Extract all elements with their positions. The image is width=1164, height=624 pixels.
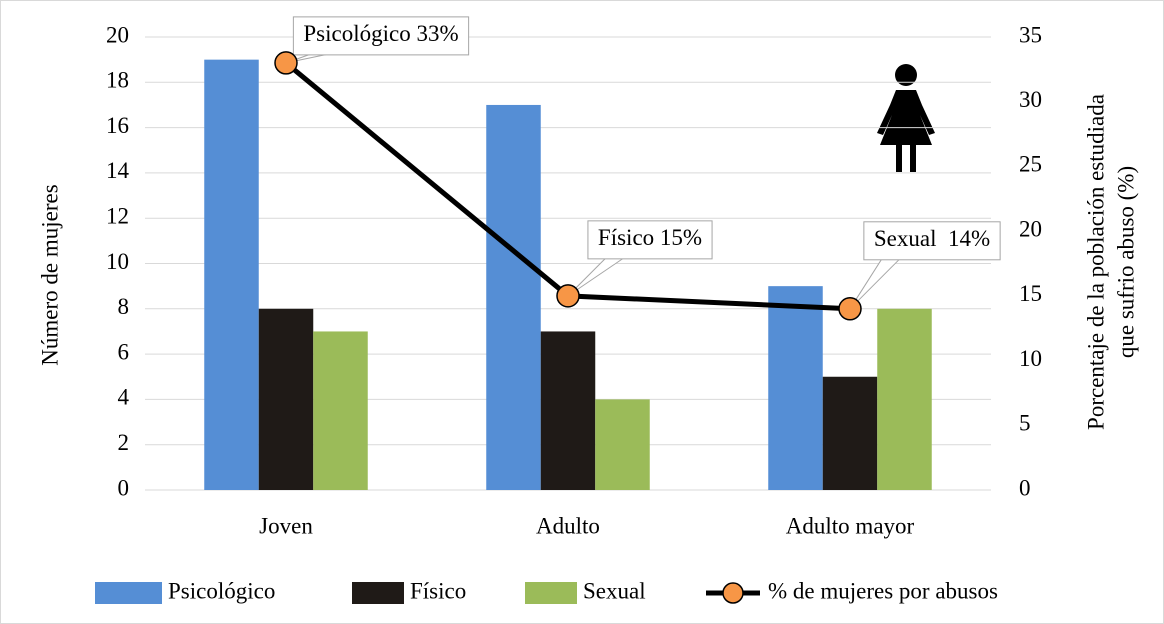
data-label: Sexual 14%: [874, 226, 990, 251]
y2-tick-label: 35: [1019, 22, 1042, 47]
y-tick-label: 12: [106, 203, 129, 228]
line-marker: [556, 284, 580, 308]
callout-box: [863, 221, 1001, 261]
line-marker: [274, 51, 298, 75]
bar: [822, 376, 878, 490]
bar: [768, 286, 823, 490]
y-tick-label: 16: [106, 113, 129, 138]
legend-swatch: [95, 582, 162, 604]
y-axis-label: Número de mujeres: [37, 184, 62, 365]
y2-tick-label: 15: [1019, 281, 1042, 306]
bar: [540, 331, 596, 490]
legend-label: Sexual: [583, 578, 646, 603]
y-tick-label: 18: [106, 68, 129, 93]
y2-tick-label: 20: [1019, 216, 1042, 241]
callout-box: [587, 220, 713, 260]
bar: [204, 59, 259, 491]
x-tick-label: Adulto mayor: [786, 513, 915, 538]
bar: [877, 308, 932, 490]
legend-label: % de mujeres por abusos: [768, 578, 998, 603]
callout-box: [292, 16, 470, 56]
woman-icon: [877, 64, 935, 172]
y-tick-label: 6: [118, 339, 130, 364]
x-tick-label: Adulto: [536, 513, 600, 538]
legend-marker: [722, 582, 744, 604]
legend-swatch: [525, 582, 577, 604]
y-tick-label: 10: [106, 249, 129, 274]
y2-tick-label: 30: [1019, 87, 1042, 112]
bar: [595, 399, 650, 490]
data-label: Psicológico 33%: [303, 21, 458, 46]
y-tick-label: 2: [118, 430, 130, 455]
bar: [486, 104, 541, 490]
y2-tick-label: 10: [1019, 346, 1042, 371]
y2-tick-label: 5: [1019, 411, 1031, 436]
legend-swatch: [352, 582, 404, 604]
legend-label: Psicológico: [168, 578, 275, 603]
y-tick-label: 8: [118, 294, 130, 319]
y-tick-label: 14: [106, 158, 130, 183]
y-tick-label: 0: [118, 475, 130, 500]
y-tick-label: 20: [106, 22, 129, 47]
y2-axis-label: que sufrio abuso (%): [1113, 166, 1138, 358]
y2-tick-label: 25: [1019, 152, 1042, 177]
y-tick-label: 4: [118, 385, 130, 410]
bar: [258, 308, 314, 490]
legend-label: Físico: [410, 578, 466, 603]
y2-tick-label: 0: [1019, 475, 1031, 500]
x-tick-label: Joven: [259, 513, 313, 538]
bar: [313, 331, 368, 490]
y2-axis-label: Porcentaje de la población estudiada: [1083, 94, 1108, 430]
data-label: Físico 15%: [598, 225, 702, 250]
line-marker: [838, 297, 862, 321]
